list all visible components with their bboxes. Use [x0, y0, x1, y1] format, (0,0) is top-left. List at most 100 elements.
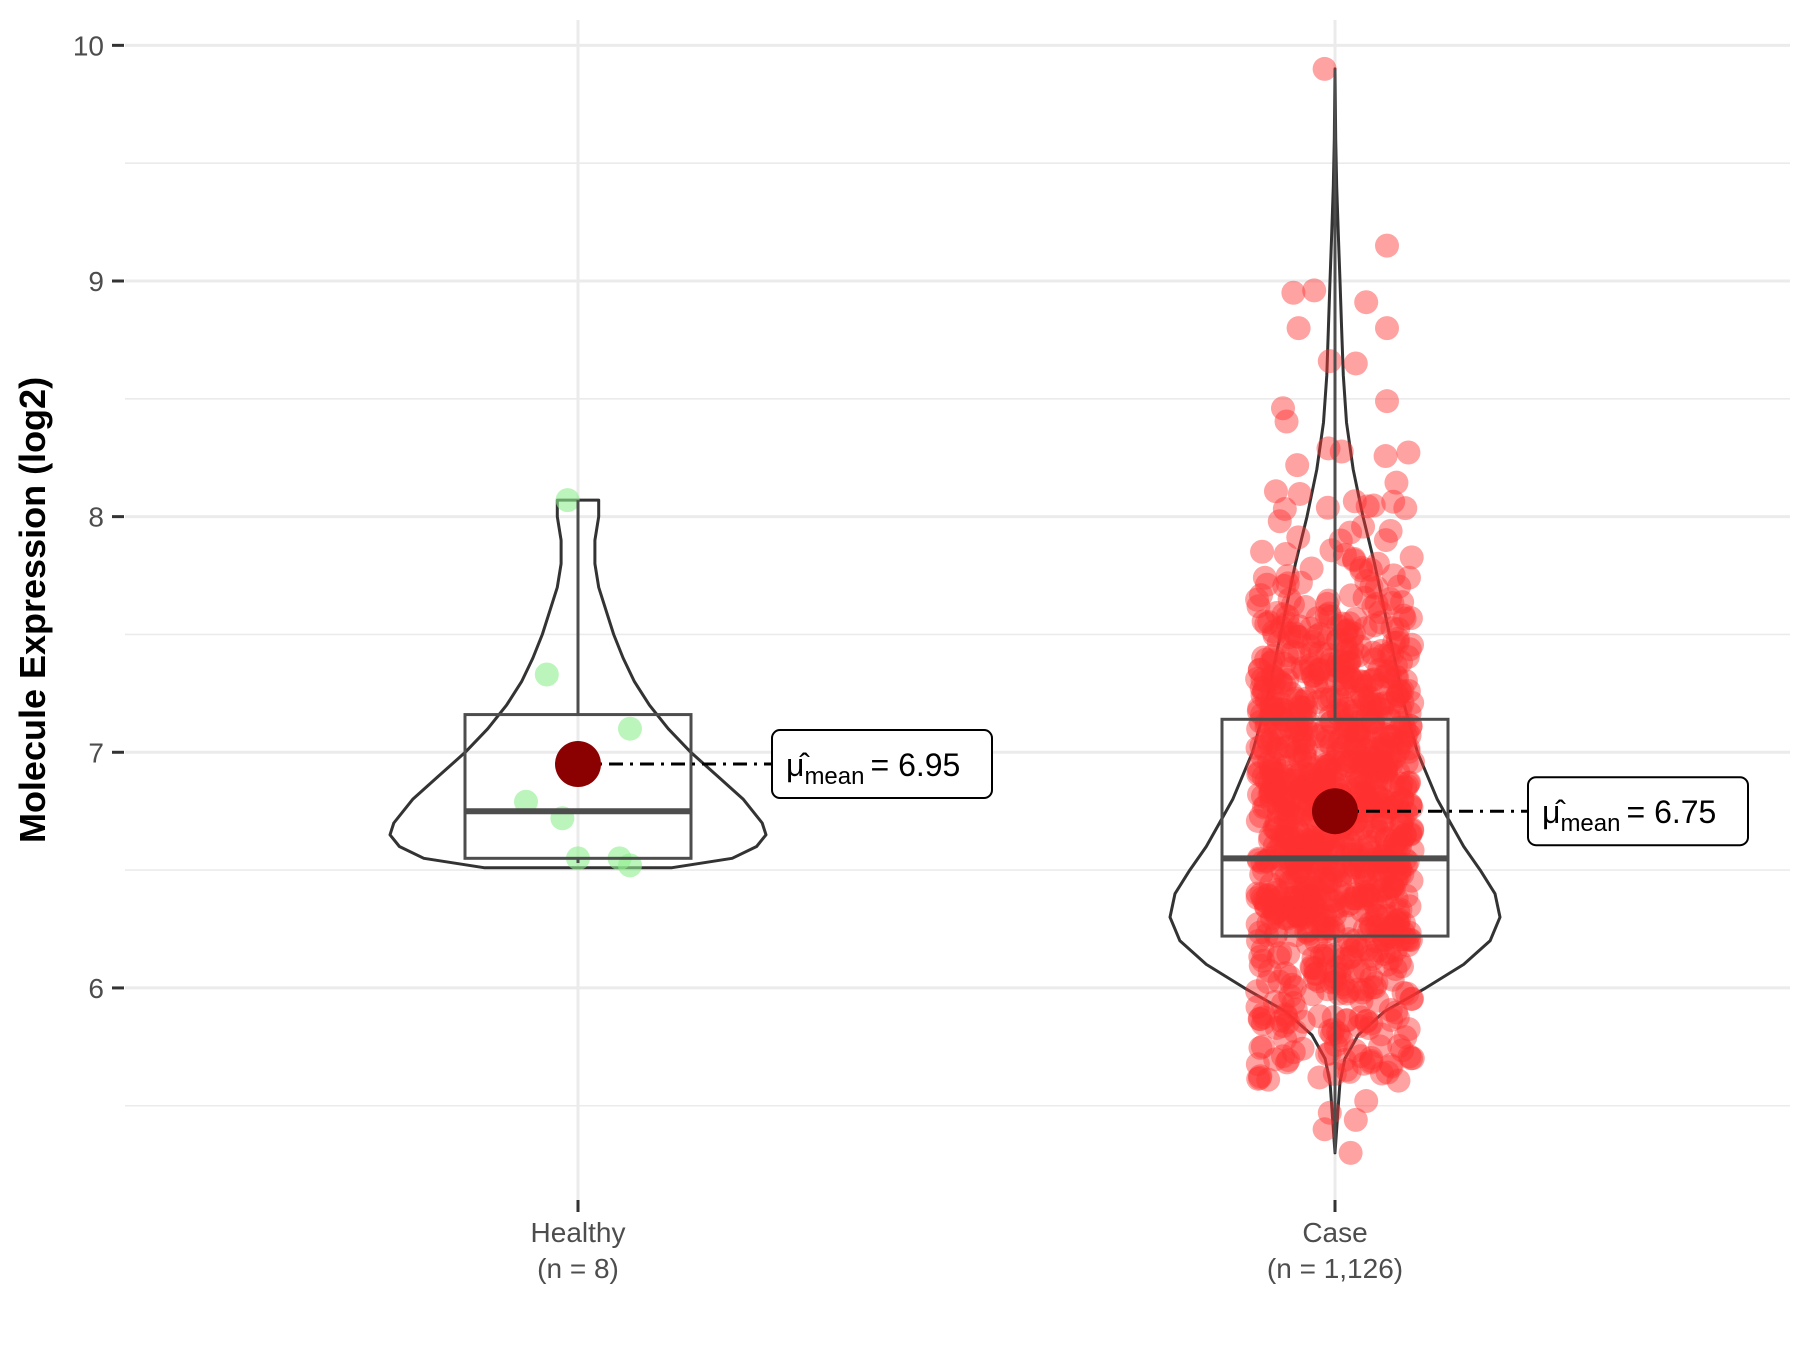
data-point: [1361, 594, 1386, 619]
data-point: [1369, 878, 1394, 903]
data-point: [514, 789, 538, 814]
data-point: [1332, 1047, 1357, 1072]
data-point: [618, 716, 642, 741]
data-point: [1390, 590, 1415, 615]
data-point: [1255, 970, 1280, 995]
data-point: [1254, 647, 1279, 672]
data-point: [1363, 795, 1388, 820]
data-point: [1293, 595, 1318, 620]
data-point: [1327, 649, 1352, 674]
data-point: [1343, 886, 1368, 911]
data-point: [1269, 671, 1294, 696]
data-point: [1293, 875, 1318, 900]
data-point: [1319, 709, 1344, 734]
data-point: [1304, 961, 1329, 986]
data-point: [1271, 797, 1296, 822]
data-point: [1321, 770, 1346, 795]
data-point: [1355, 703, 1380, 728]
y-axis-title: Molecule Expression (log2): [12, 377, 53, 843]
data-point: [1386, 1068, 1411, 1093]
data-point: [1289, 774, 1314, 799]
data-point: [1294, 695, 1319, 720]
data-point: [1337, 665, 1362, 690]
data-point: [1288, 777, 1313, 802]
data-point: [1338, 836, 1363, 861]
data-point: [1376, 939, 1401, 964]
data-point: [1369, 749, 1394, 774]
data-point: [1300, 664, 1325, 689]
data-point: [1365, 720, 1390, 745]
data-point: [1385, 682, 1410, 707]
data-point: [1374, 856, 1399, 881]
data-point: [1260, 906, 1285, 931]
data-point: [1306, 657, 1331, 682]
data-point: [1248, 709, 1273, 734]
data-point: [1365, 736, 1390, 761]
data-point: [1258, 887, 1283, 912]
data-point: [1374, 736, 1399, 761]
data-point: [1380, 591, 1405, 616]
data-point: [1368, 610, 1393, 635]
data-point: [1369, 1061, 1394, 1086]
data-point: [1381, 876, 1406, 901]
data-point: [1259, 779, 1284, 804]
data-point: [1396, 565, 1421, 590]
data-point: [1350, 861, 1375, 886]
data-point: [1321, 898, 1346, 923]
data-point: [1299, 556, 1324, 581]
data-point: [1387, 1033, 1412, 1058]
data-point: [1339, 624, 1364, 649]
data-point: [1368, 600, 1393, 625]
data-point: [1313, 669, 1338, 694]
data-point: [1252, 677, 1277, 702]
data-point: [1299, 900, 1324, 925]
data-point: [1362, 691, 1387, 716]
data-point: [1399, 545, 1424, 570]
data-point: [1245, 587, 1270, 612]
data-point: [1365, 784, 1390, 809]
data-point: [1397, 894, 1422, 919]
data-point: [1295, 884, 1320, 909]
data-point: [1247, 760, 1272, 785]
data-point: [1400, 632, 1425, 657]
data-point: [1375, 885, 1400, 910]
data-point: [1348, 766, 1373, 791]
data-point: [1257, 771, 1282, 796]
data-point: [1250, 539, 1275, 564]
data-point: [1272, 651, 1297, 676]
data-point: [1373, 757, 1398, 782]
data-point: [1363, 781, 1388, 806]
data-point: [1319, 538, 1344, 563]
data-point: [1373, 528, 1398, 553]
data-point: [1365, 904, 1390, 929]
data-point: [1391, 980, 1416, 1005]
data-point: [1390, 862, 1415, 887]
data-point: [1368, 772, 1393, 797]
data-point: [1276, 895, 1301, 920]
data-point: [1246, 716, 1271, 741]
data-point: [1385, 683, 1410, 708]
data-point: [1290, 1036, 1315, 1061]
data-point: [1298, 865, 1323, 890]
data-point: [1336, 728, 1361, 753]
data-point: [1326, 736, 1351, 761]
data-point: [1381, 913, 1406, 938]
data-point: [1387, 857, 1412, 882]
data-point: [1392, 606, 1417, 631]
data-point: [1258, 704, 1283, 729]
data-point: [1290, 785, 1315, 810]
data-point: [1246, 594, 1271, 619]
violin-case: [1168, 67, 1502, 1155]
data-point: [1396, 771, 1421, 796]
data-point: [1268, 691, 1293, 716]
data-point: [1296, 883, 1321, 908]
data-point: [1365, 551, 1390, 576]
data-point: [1316, 436, 1341, 461]
data-point: [1272, 673, 1297, 698]
data-point: [1311, 912, 1336, 937]
data-point: [1302, 768, 1327, 793]
data-point: [1314, 943, 1339, 968]
data-point: [1327, 1023, 1352, 1048]
data-point: [1386, 617, 1411, 642]
data-point: [1284, 624, 1309, 649]
